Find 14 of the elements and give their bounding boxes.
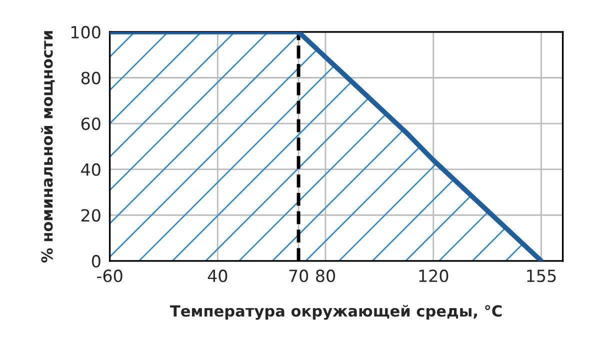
y-tick-label: 0 <box>92 254 100 268</box>
x-tick-label: 155 <box>527 270 556 282</box>
y-tick-label: 80 <box>81 72 100 84</box>
x-tick-label: 70 <box>289 270 308 282</box>
x-tick-label: 120 <box>419 270 448 282</box>
x-tick-label: 40 <box>208 270 228 282</box>
y-tick-label: 20 <box>81 209 100 222</box>
x-tick-label: 80 <box>316 270 336 282</box>
x-axis-title: Температура окружающей среды, °C <box>170 304 502 320</box>
y-tick-label: 60 <box>81 118 100 130</box>
y-tick-label: 40 <box>81 163 100 176</box>
y-axis-title: % номинальной мощности <box>40 31 55 263</box>
x-tick-label: -60 <box>97 270 122 282</box>
y-tick-label: 100 <box>71 26 100 39</box>
